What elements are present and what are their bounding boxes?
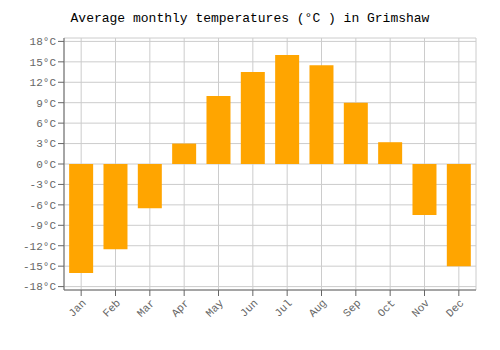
svg-text:Apr: Apr [169,297,191,319]
svg-text:Jun: Jun [238,297,260,319]
svg-text:Nov: Nov [410,297,433,320]
svg-text:15°C: 15°C [30,57,57,69]
svg-text:Jan: Jan [66,297,88,319]
svg-text:Feb: Feb [101,297,123,319]
svg-text:9°C: 9°C [36,98,56,110]
svg-text:Mar: Mar [135,297,157,319]
svg-text:Aug: Aug [307,297,329,319]
svg-text:3°C: 3°C [36,138,56,150]
svg-text:Sep: Sep [341,297,363,319]
html-text:Average monthly temperatures (: Average monthly temperatures (°C ) in Gr… [70,11,430,26]
svg-text:-3°C: -3°C [30,179,57,191]
svg-text:6°C: 6°C [36,118,56,130]
svg-text:-18°C: -18°C [23,281,56,293]
svg-text:Oct: Oct [375,297,397,319]
svg-text:-15°C: -15°C [23,261,56,273]
svg-text:0°C: 0°C [36,159,56,171]
svg-text:-6°C: -6°C [30,200,57,212]
svg-text:Jul: Jul [272,297,294,319]
svg-text:-12°C: -12°C [23,241,56,253]
svg-text:May: May [204,297,227,320]
svg-text:-9°C: -9°C [30,220,57,232]
svg-text:12°C: 12°C [30,77,57,89]
svg-text:Dec: Dec [444,297,466,319]
svg-text:18°C: 18°C [30,36,57,48]
